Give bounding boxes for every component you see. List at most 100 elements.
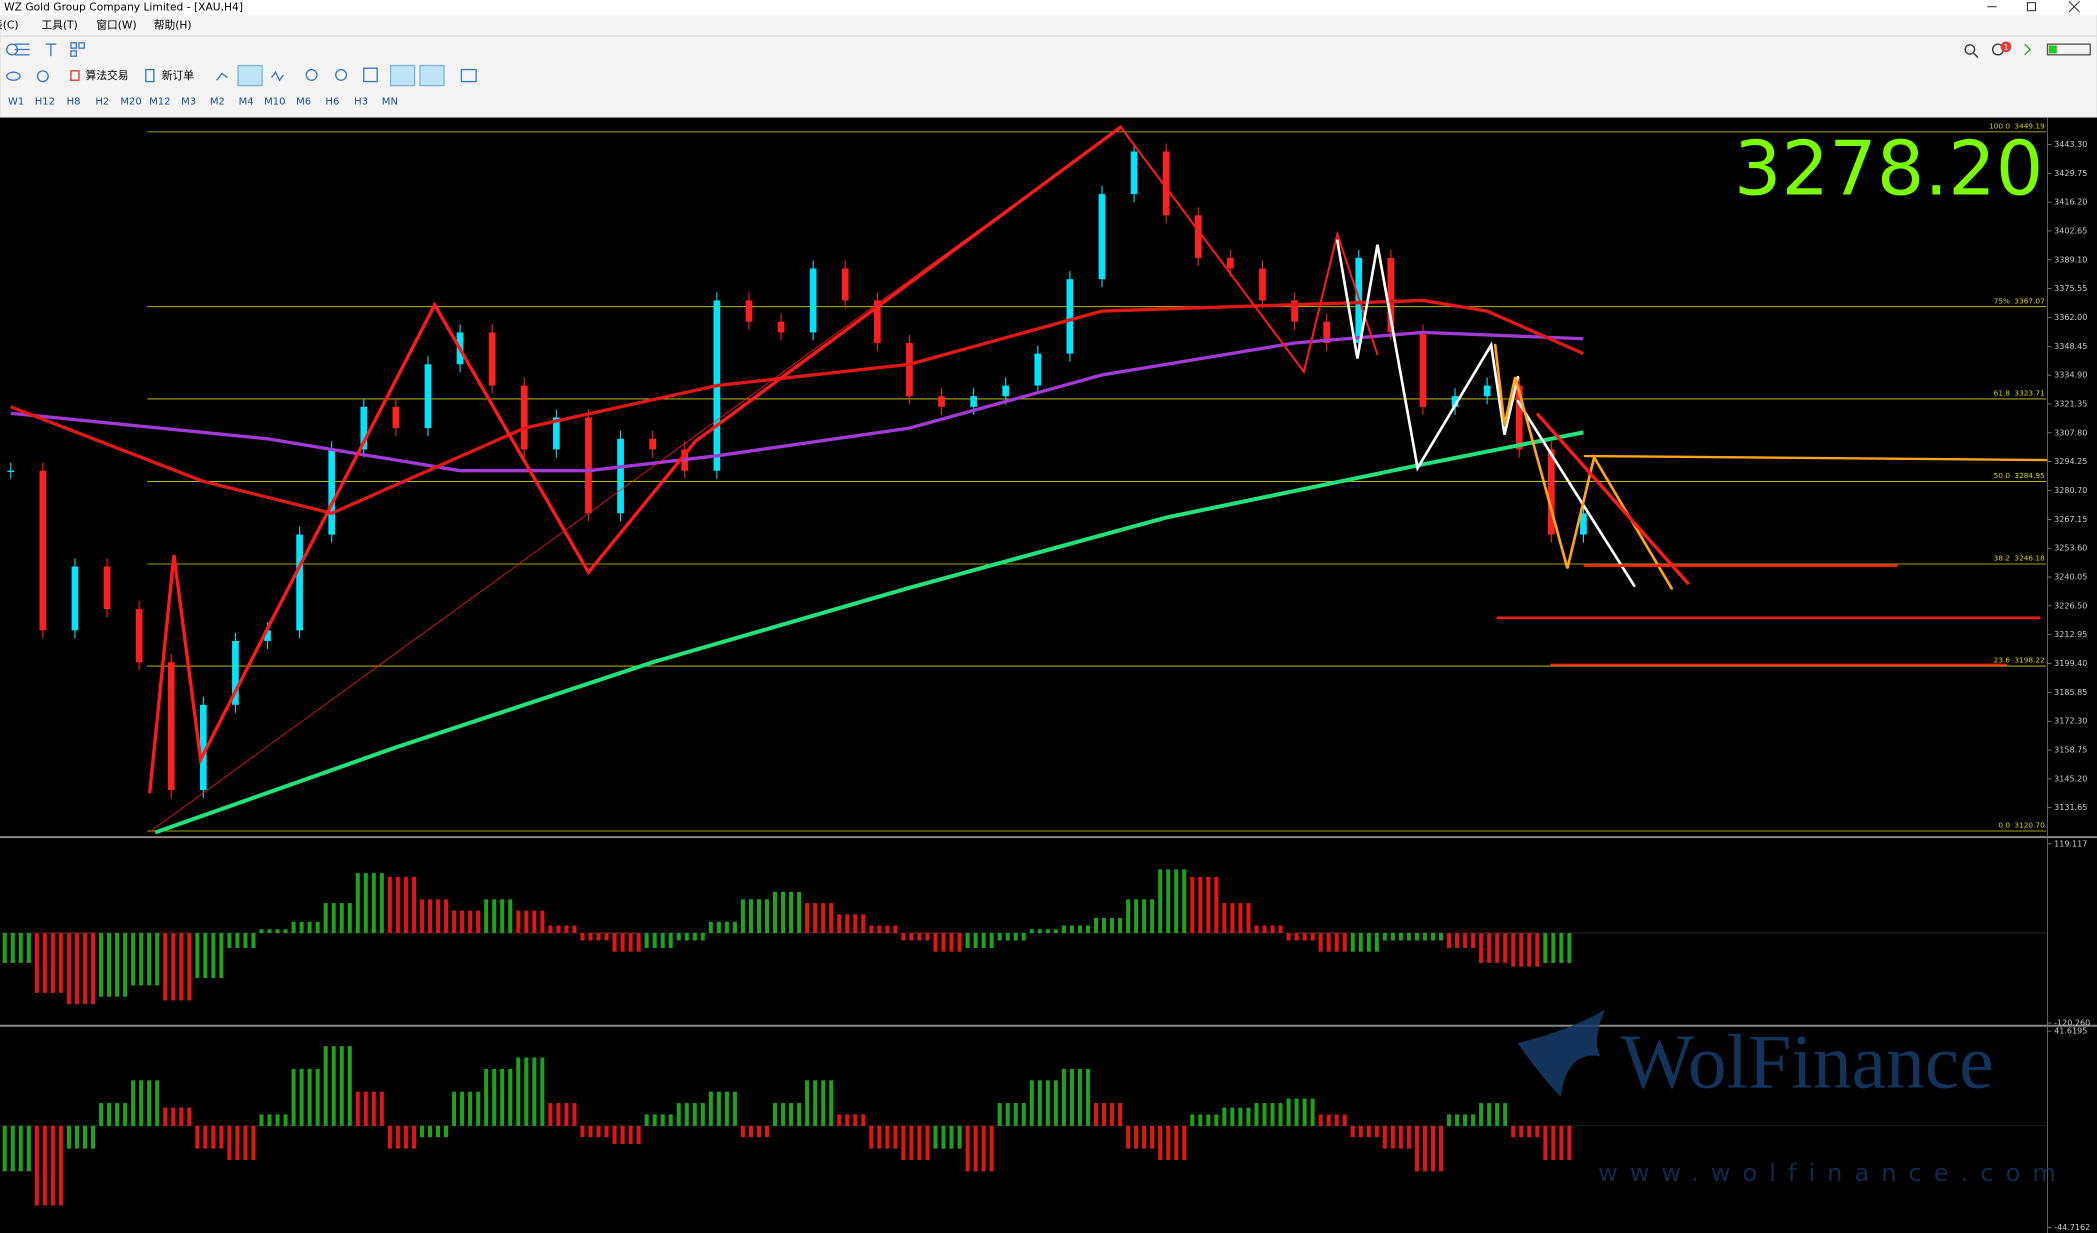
- histogram-bar: [500, 899, 505, 934]
- histogram-bar: [123, 933, 128, 997]
- histogram-bar: [1487, 933, 1492, 963]
- watermark-logo: [1517, 1009, 1605, 1097]
- timeframe-button[interactable]: MN: [382, 97, 398, 108]
- histogram-bar: [556, 1103, 561, 1126]
- histogram-bar: [1013, 933, 1018, 941]
- timeframe-button[interactable]: H12: [35, 97, 55, 108]
- histogram-bar: [981, 1125, 986, 1172]
- histogram-bar: [275, 1114, 280, 1126]
- candle: [841, 268, 849, 301]
- histogram-bar: [1142, 1125, 1147, 1149]
- histogram-bar: [572, 925, 577, 934]
- histogram-bar: [1430, 933, 1435, 941]
- timeframe-button[interactable]: M20: [120, 97, 141, 108]
- timeframe-button[interactable]: H6: [325, 97, 339, 108]
- histogram-bar: [1126, 899, 1131, 934]
- candle: [296, 534, 303, 631]
- histogram-bar: [532, 910, 537, 934]
- timeframe-button[interactable]: H8: [67, 97, 81, 108]
- histogram-bar: [708, 921, 713, 934]
- histogram-bar: [941, 933, 946, 952]
- top-right-icons[interactable]: [1964, 41, 2091, 58]
- toolbar-icons[interactable]: [6, 42, 477, 87]
- histogram-bar: [909, 1125, 914, 1160]
- timeframe-button[interactable]: M6: [296, 97, 311, 108]
- histogram-bar: [532, 1057, 537, 1126]
- histogram-bar: [949, 933, 954, 952]
- histogram-bar: [933, 933, 938, 952]
- histogram-bar: [781, 891, 786, 934]
- histogram-bar: [1061, 1068, 1066, 1126]
- histogram-bar: [371, 1091, 376, 1126]
- menu-item[interactable]: 表(C): [0, 18, 19, 31]
- toolbar-button[interactable]: 算法交易: [86, 69, 129, 82]
- histogram-bar: [700, 933, 705, 941]
- histogram-bar: [147, 933, 152, 986]
- histogram-bar: [805, 1080, 810, 1126]
- candle: [1580, 513, 1587, 535]
- histogram-bar: [1455, 1114, 1460, 1126]
- histogram-bar: [1045, 1080, 1050, 1126]
- timeframe-button[interactable]: M12: [149, 97, 170, 108]
- candle: [617, 438, 624, 514]
- histogram-bar: [1230, 1107, 1235, 1126]
- candle: [424, 364, 432, 429]
- timeframe-button[interactable]: W1: [8, 97, 24, 108]
- histogram-bar: [917, 1125, 922, 1160]
- histogram-bar: [789, 891, 794, 934]
- histogram-bar: [700, 1103, 705, 1126]
- timeframe-button[interactable]: M4: [239, 97, 254, 108]
- alert-count: 1: [2003, 43, 2008, 52]
- timeframe-button[interactable]: H2: [95, 97, 109, 108]
- histogram-bar: [1093, 1103, 1098, 1126]
- histogram-bar: [821, 1080, 826, 1126]
- fib-price: 3198.22: [2014, 656, 2044, 665]
- histogram-bar: [1438, 1125, 1444, 1172]
- histogram-bar: [107, 933, 112, 997]
- histogram-bar: [411, 1125, 416, 1149]
- timeframe-button[interactable]: H3: [354, 97, 368, 108]
- histogram-bar: [492, 1068, 497, 1126]
- histogram-bar: [1294, 1098, 1299, 1126]
- menu-item[interactable]: 帮助(H): [154, 18, 192, 31]
- histogram-bar: [387, 1125, 392, 1149]
- menu-item[interactable]: 工具(T): [42, 18, 78, 31]
- histogram-bar: [1053, 929, 1058, 934]
- oscillator-pane: -44.7162 41.6195: [0, 1027, 2090, 1232]
- candle: [488, 332, 496, 386]
- histogram-bar: [1479, 1103, 1484, 1126]
- histogram-bar: [1430, 1125, 1435, 1172]
- histogram-bar: [1190, 1114, 1195, 1126]
- candle: [649, 438, 656, 450]
- timeframe-button[interactable]: M10: [264, 97, 285, 108]
- histogram-bar: [652, 933, 657, 948]
- histogram-bar: [99, 1103, 104, 1126]
- y-tick-label: 3131.65: [2054, 803, 2087, 812]
- histogram-bar: [1406, 933, 1411, 941]
- histogram-bar: [885, 1125, 890, 1149]
- histogram-bar: [1463, 1114, 1468, 1126]
- y-tick-label: 3443.30: [2054, 140, 2087, 149]
- menu-item[interactable]: 窗口(W): [96, 18, 136, 31]
- histogram-bar: [251, 1125, 256, 1160]
- candle: [1323, 321, 1331, 344]
- histogram-bar: [1230, 903, 1235, 934]
- timeframe-button[interactable]: M3: [181, 97, 196, 108]
- timeframe-button[interactable]: M2: [210, 97, 225, 108]
- histogram-bar: [1318, 1114, 1323, 1126]
- toolbar: 算法交易 新订单: [86, 69, 195, 82]
- histogram-bar: [973, 1125, 978, 1172]
- histogram-bar: [227, 1125, 232, 1160]
- candle: [1130, 151, 1138, 195]
- candle: [71, 566, 79, 631]
- histogram-bar: [781, 1103, 786, 1126]
- window-controls[interactable]: [1987, 0, 2080, 13]
- candle: [553, 417, 560, 450]
- fib-price: 3323.71: [2014, 389, 2044, 398]
- toolbar-button[interactable]: 新订单: [162, 69, 194, 82]
- histogram-bar: [1471, 1114, 1476, 1126]
- histogram-bar: [821, 903, 826, 934]
- histogram-bar: [1190, 876, 1195, 934]
- histogram-bar: [1134, 899, 1139, 934]
- histogram-bar: [773, 891, 778, 934]
